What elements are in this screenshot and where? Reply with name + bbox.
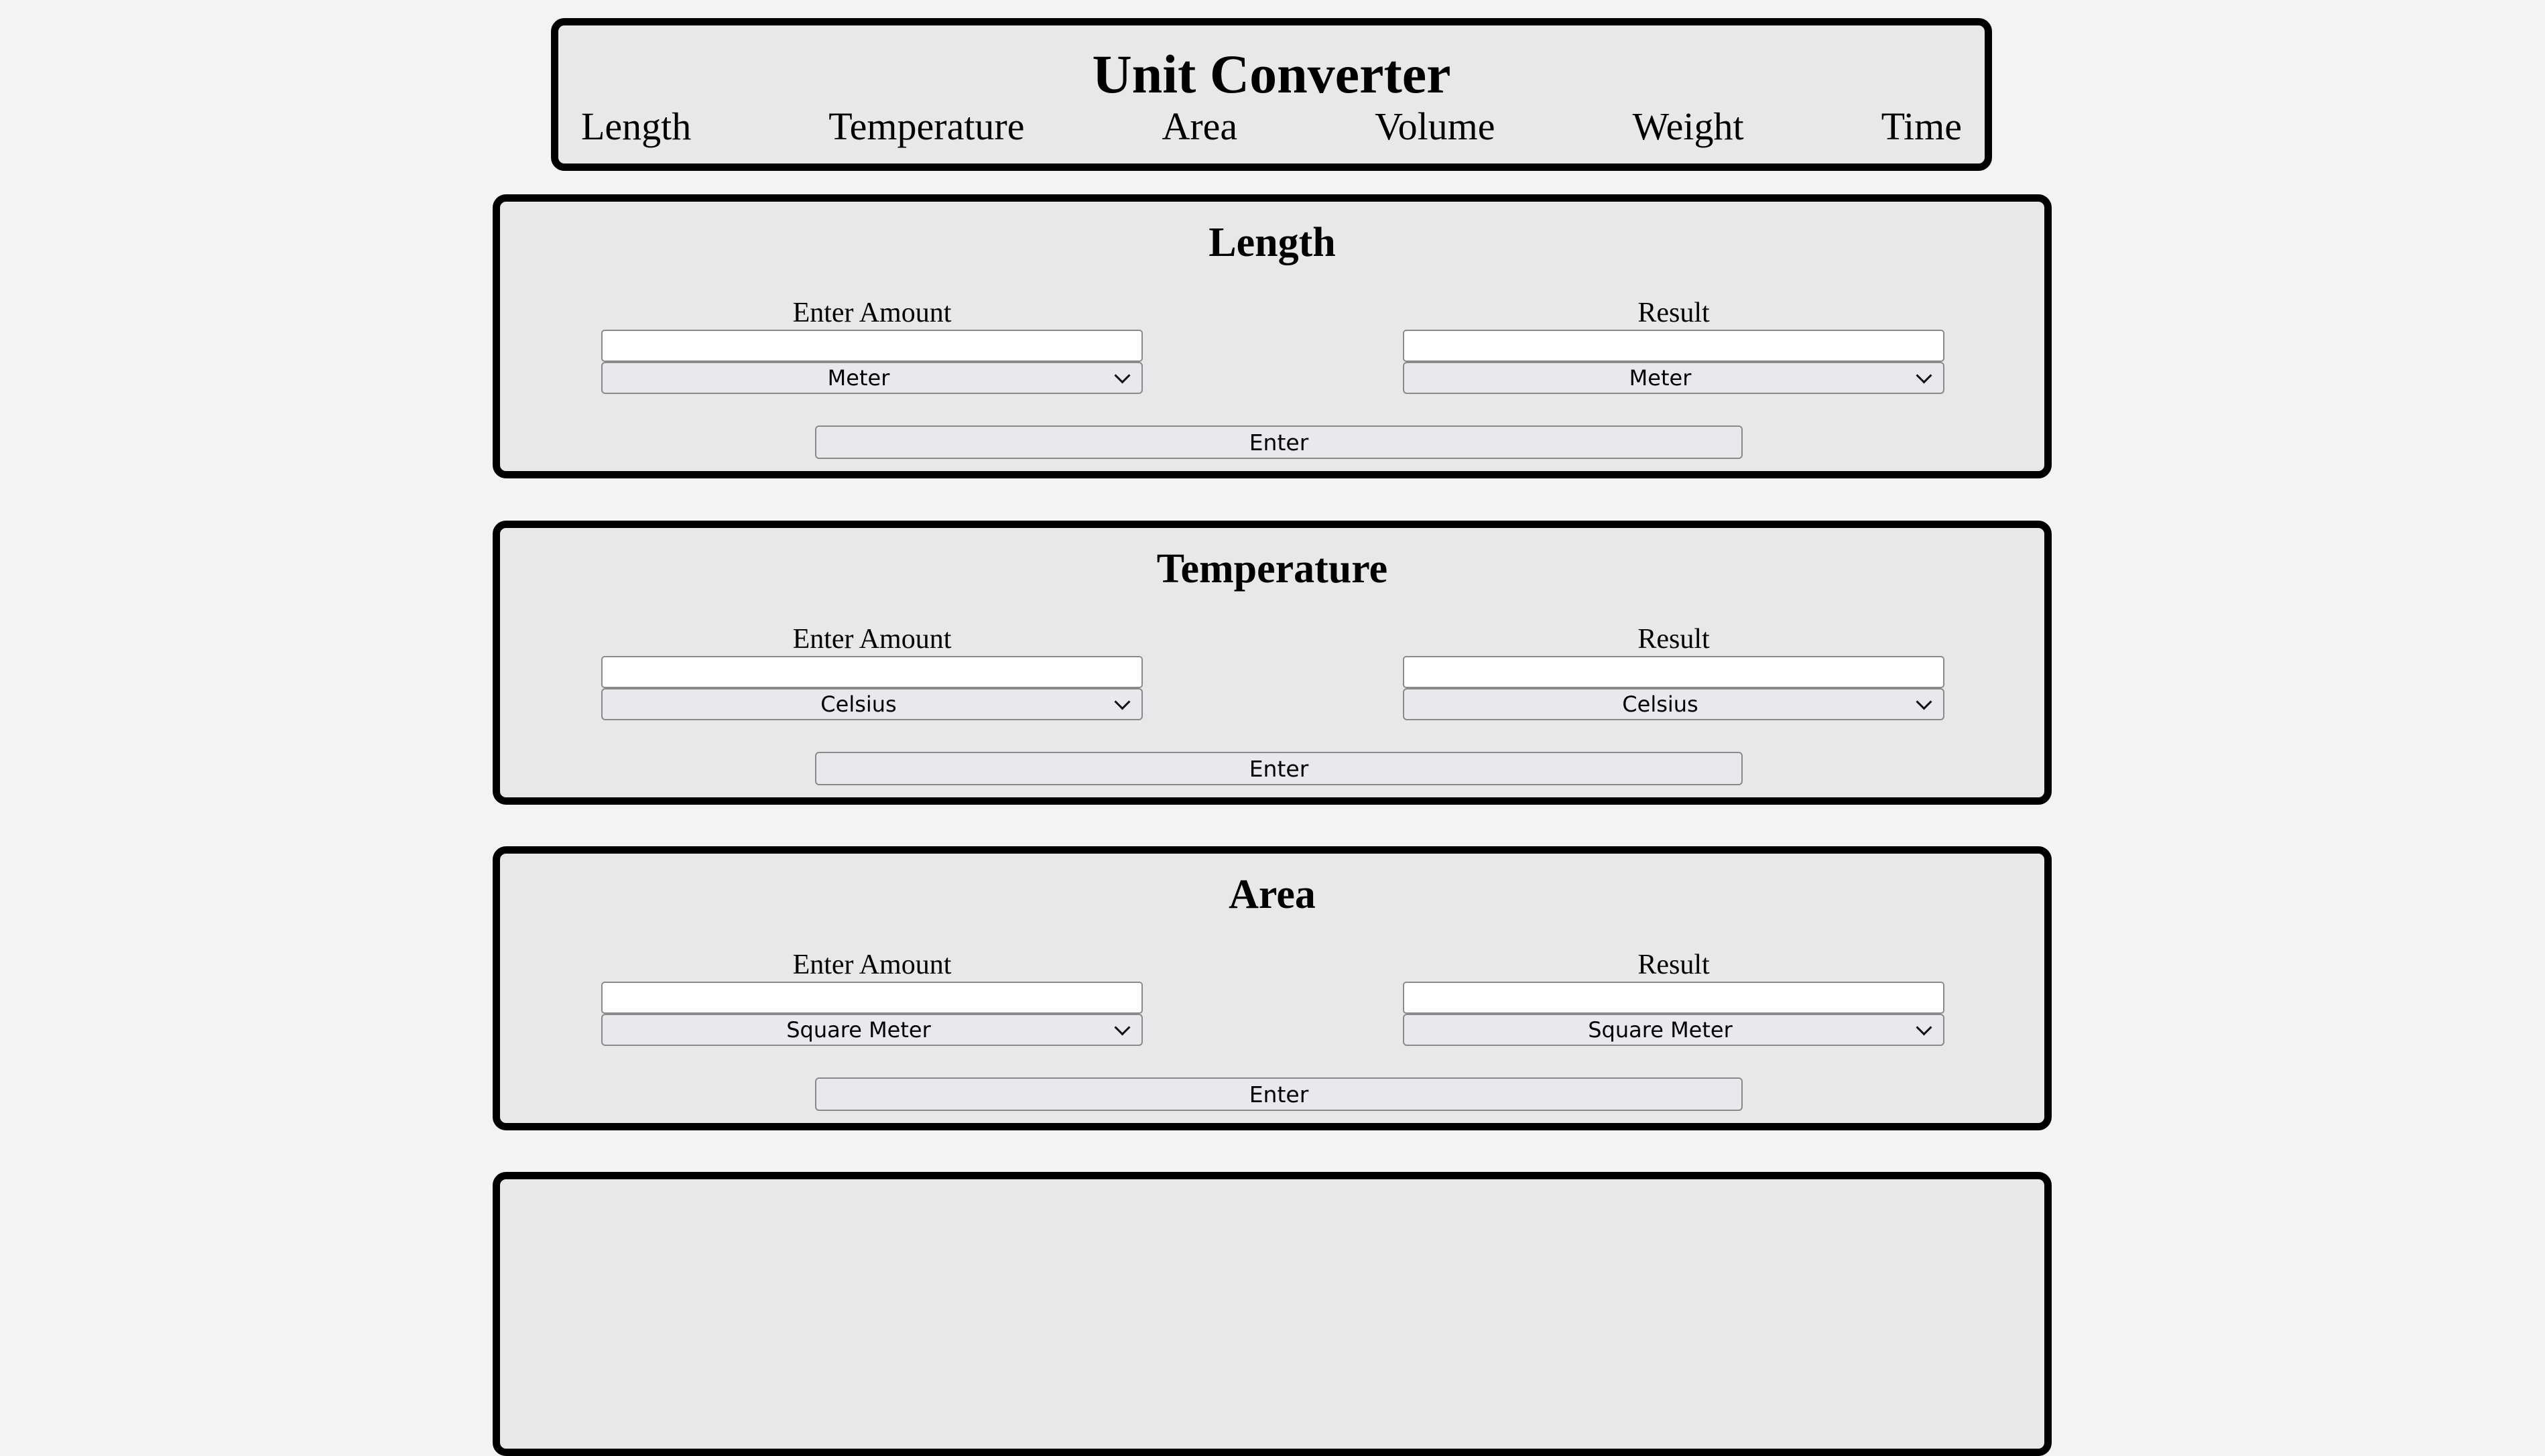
enter-button[interactable]: Enter xyxy=(815,752,1743,785)
to-unit-select[interactable]: Celsius xyxy=(1403,688,1944,720)
result-column: Result Square Meter xyxy=(1403,951,1944,1046)
enter-button[interactable]: Enter xyxy=(815,425,1743,459)
app-header: Unit Converter Length Temperature Area V… xyxy=(551,18,1992,171)
page-title: Unit Converter xyxy=(1092,44,1451,105)
amount-input[interactable] xyxy=(601,330,1143,362)
enter-button[interactable]: Enter xyxy=(815,1077,1743,1111)
result-column: Result Meter xyxy=(1403,299,1944,394)
chevron-down-icon xyxy=(1114,693,1131,710)
amount-input[interactable] xyxy=(601,656,1143,688)
nav-item-weight[interactable]: Weight xyxy=(1632,105,1744,148)
to-unit-select[interactable]: Square Meter xyxy=(1403,1014,1944,1046)
result-input[interactable] xyxy=(1403,656,1944,688)
panel-title: Temperature xyxy=(1156,546,1388,592)
panel-title: Length xyxy=(1208,220,1336,265)
next-panel xyxy=(493,1172,2052,1456)
panel-title: Area xyxy=(1229,872,1316,917)
input-column: Enter Amount Meter xyxy=(601,299,1143,394)
from-unit-value: Square Meter xyxy=(786,1017,931,1043)
input-column: Enter Amount Celsius xyxy=(601,625,1143,720)
chevron-down-icon xyxy=(1114,1019,1131,1036)
amount-input[interactable] xyxy=(601,982,1143,1014)
result-column: Result Celsius xyxy=(1403,625,1944,720)
from-unit-value: Meter xyxy=(827,365,890,391)
result-label: Result xyxy=(1637,297,1710,328)
area-panel: Area Enter Amount Square Meter Result Sq… xyxy=(493,846,2052,1130)
length-panel: Length Enter Amount Meter Result Meter E… xyxy=(493,194,2052,478)
chevron-down-icon xyxy=(1114,367,1131,384)
result-label: Result xyxy=(1637,624,1710,655)
from-unit-select[interactable]: Meter xyxy=(601,362,1143,394)
from-unit-value: Celsius xyxy=(820,691,897,717)
temperature-panel: Temperature Enter Amount Celsius Result … xyxy=(493,521,2052,805)
to-unit-value: Square Meter xyxy=(1588,1017,1733,1043)
chevron-down-icon xyxy=(1916,1019,1932,1036)
chevron-down-icon xyxy=(1916,367,1932,384)
result-label: Result xyxy=(1637,949,1710,980)
to-unit-select[interactable]: Meter xyxy=(1403,362,1944,394)
nav-item-temperature[interactable]: Temperature xyxy=(828,105,1025,148)
input-column: Enter Amount Square Meter xyxy=(601,951,1143,1046)
to-unit-value: Celsius xyxy=(1622,691,1698,717)
nav-item-length[interactable]: Length xyxy=(581,105,692,148)
result-input[interactable] xyxy=(1403,330,1944,362)
from-unit-select[interactable]: Celsius xyxy=(601,688,1143,720)
enter-amount-label: Enter Amount xyxy=(792,624,952,655)
enter-amount-label: Enter Amount xyxy=(792,297,952,328)
nav-bar: Length Temperature Area Volume Weight Ti… xyxy=(581,107,1962,146)
nav-item-time[interactable]: Time xyxy=(1881,105,1962,148)
from-unit-select[interactable]: Square Meter xyxy=(601,1014,1143,1046)
enter-amount-label: Enter Amount xyxy=(792,949,952,980)
result-input[interactable] xyxy=(1403,982,1944,1014)
nav-item-volume[interactable]: Volume xyxy=(1375,105,1495,148)
to-unit-value: Meter xyxy=(1629,365,1692,391)
chevron-down-icon xyxy=(1916,693,1932,710)
nav-item-area[interactable]: Area xyxy=(1162,105,1238,148)
